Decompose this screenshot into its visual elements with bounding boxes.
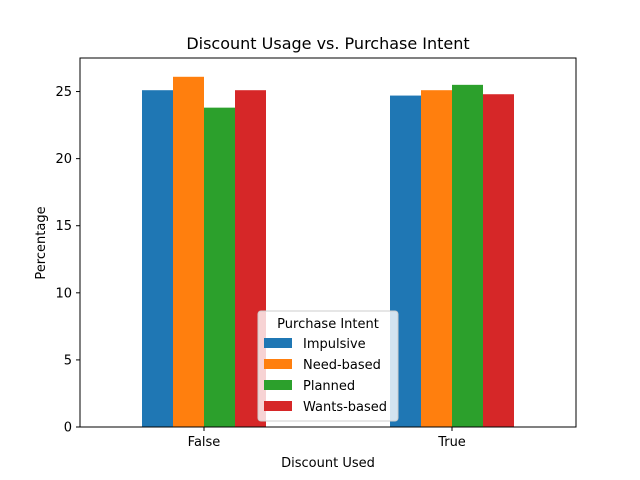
bar-need-based-false [173,76,204,427]
bar-need-based-true [421,90,452,427]
legend-items: Impulsive Need-based Planned Wants-based [264,337,387,415]
legend: Purchase Intent Impulsive Need-based Plann… [257,310,399,422]
bar-planned-false [204,107,235,427]
legend-swatch-impulsive [264,338,292,348]
plot-frame [79,57,577,428]
x-axis-label: Discount Used [281,456,375,471]
chart-title: Discount Usage vs. Purchase Intent [186,34,469,53]
x-tick-label-false: False [188,435,221,450]
legend-swatch-planned [264,380,292,390]
legend-label-impulsive: Impulsive [303,337,366,352]
x-axis: False True [188,427,466,450]
bar-wants-based-true [483,94,514,427]
bars-group [142,76,514,427]
y-axis: 0 5 10 15 20 25 [55,85,80,436]
y-tick-label-5: 5 [64,353,72,368]
legend-title: Purchase Intent [277,317,379,332]
y-tick-label-10: 10 [55,286,72,301]
legend-label-planned: Planned [303,379,355,394]
y-tick-label-20: 20 [55,152,72,167]
legend-label-wants-based: Wants-based [303,400,387,415]
y-tick-label-0: 0 [64,421,72,436]
y-tick-label-25: 25 [55,85,72,100]
x-tick-label-true: True [437,435,466,450]
bar-impulsive-false [142,90,173,427]
legend-swatch-need-based [264,359,292,369]
legend-box [257,310,399,422]
y-axis-label: Percentage [34,206,49,279]
legend-swatch-wants-based [264,401,292,411]
y-tick-label-15: 15 [55,219,72,234]
legend-label-need-based: Need-based [303,358,381,373]
bar-planned-true [452,84,483,427]
